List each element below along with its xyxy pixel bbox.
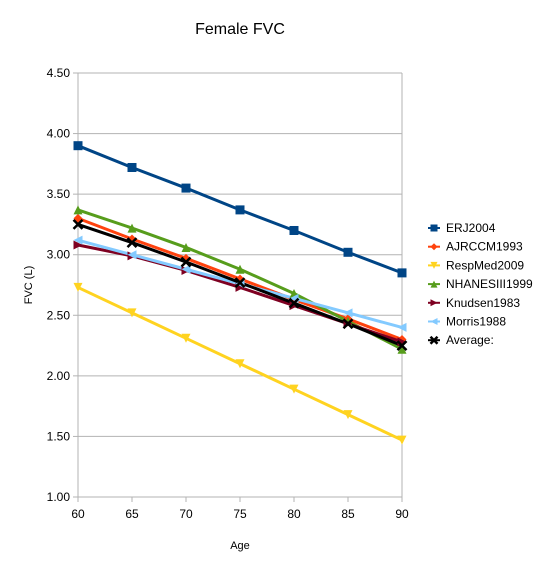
- data-point: [235, 359, 245, 369]
- x-tick-label: 90: [395, 507, 409, 521]
- data-point: [343, 308, 353, 318]
- data-point: [127, 223, 137, 233]
- data-point: [289, 301, 299, 311]
- data-point: [288, 297, 300, 309]
- y-tick-label: 2.00: [47, 369, 71, 383]
- data-point: [397, 435, 407, 445]
- data-point: [180, 256, 192, 268]
- axes: 1.00 1.50 2.00 2.50 3.00 3.50 4.00 4.50 60 65 70 75…: [47, 66, 409, 521]
- data-point: [73, 282, 83, 292]
- data-point: [234, 277, 246, 288]
- data-point: [343, 247, 353, 257]
- data-point: [73, 240, 83, 250]
- x-tick-label: 70: [179, 507, 193, 521]
- data-point: [127, 162, 137, 172]
- data-point: [397, 268, 407, 278]
- legend-marker: [430, 243, 438, 251]
- data-point: [72, 219, 84, 230]
- data-point: [342, 318, 354, 330]
- y-tick-label: 4.00: [47, 127, 71, 141]
- data-point: [126, 237, 138, 248]
- data-point: [73, 141, 83, 151]
- x-tick-label: 65: [125, 507, 139, 521]
- legend-label: Morris1988: [446, 315, 506, 329]
- legend-marker: [430, 299, 438, 307]
- legend-marker: [430, 261, 438, 269]
- data-point: [127, 308, 137, 318]
- legend-marker: [430, 224, 438, 232]
- legend-label: RespMed2009: [446, 258, 524, 272]
- y-tick-label: 1.50: [47, 429, 71, 443]
- data-point: [73, 235, 83, 245]
- series-markers: [72, 141, 408, 445]
- legend-marker: [430, 280, 438, 288]
- data-point: [397, 322, 407, 332]
- data-point: [181, 242, 191, 252]
- legend-label: Knudsen1983: [446, 296, 520, 310]
- legend-marker: [430, 318, 438, 325]
- data-point: [127, 250, 137, 260]
- legend: ERJ2004 AJRCCM1993 RespMed2009 NHANESIII199…: [428, 221, 533, 347]
- legend-marker: [429, 335, 439, 345]
- x-tick-label: 60: [71, 507, 85, 521]
- legend-label: ERJ2004: [446, 221, 496, 235]
- data-point: [396, 340, 408, 351]
- y-tick-label: 3.50: [47, 187, 71, 201]
- x-axis-label: Age: [230, 540, 250, 552]
- x-tick-label: 75: [233, 507, 247, 521]
- data-point: [73, 205, 83, 215]
- y-axis-label: FVC (L): [23, 266, 35, 305]
- y-tick-label: 3.00: [47, 248, 71, 262]
- legend-label: NHANESIII1999: [446, 277, 533, 291]
- data-point: [181, 183, 191, 193]
- y-tick-label: 4.50: [47, 66, 71, 80]
- series-lines: [77, 144, 403, 442]
- chart-title: Female FVC: [195, 21, 285, 38]
- data-point: [181, 264, 191, 274]
- y-tick-label: 2.50: [47, 308, 71, 322]
- data-point: [397, 344, 407, 354]
- data-point: [235, 205, 245, 215]
- legend-label: AJRCCM1993: [446, 240, 523, 254]
- legend-label: Average:: [446, 333, 494, 347]
- x-tick-label: 85: [341, 507, 355, 521]
- data-point: [289, 384, 299, 394]
- data-point: [235, 264, 245, 274]
- y-tick-label: 1.00: [47, 490, 71, 504]
- data-point: [343, 410, 353, 420]
- x-tick-label: 80: [287, 507, 301, 521]
- data-point: [289, 225, 299, 235]
- data-point: [181, 333, 191, 343]
